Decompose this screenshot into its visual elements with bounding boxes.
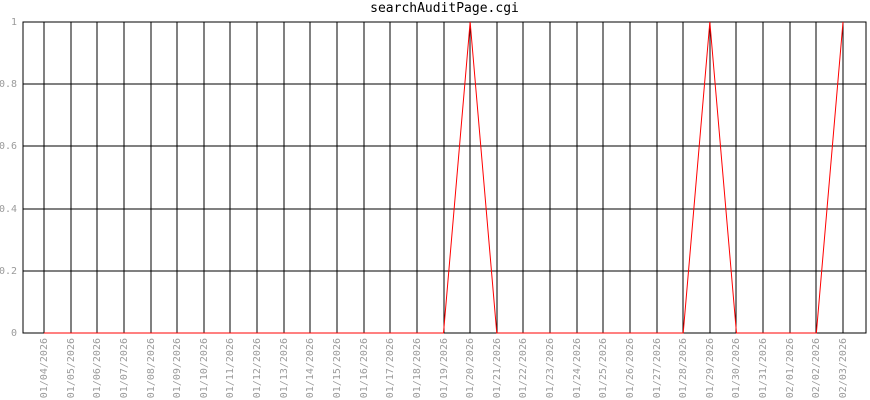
x-tick-label: 01/25/2026 (598, 338, 609, 398)
data-line (44, 21, 844, 334)
y-tick-label: 0.2 (0, 266, 17, 277)
x-tick-label: 01/19/2026 (439, 338, 450, 398)
x-tick-label: 01/22/2026 (518, 338, 529, 398)
x-tick-label: 01/23/2026 (545, 338, 556, 398)
chart-title: searchAuditPage.cgi (370, 1, 519, 16)
x-tick-label: 01/29/2026 (705, 338, 716, 398)
x-tick-label: 01/18/2026 (412, 338, 423, 398)
plot-border (22, 21, 867, 334)
x-tick-label: 01/26/2026 (625, 338, 636, 398)
x-tick-label: 01/24/2026 (572, 338, 583, 398)
x-tick-label: 02/02/2026 (811, 338, 822, 398)
x-tick-label: 01/09/2026 (172, 338, 183, 398)
x-tick-label: 01/05/2026 (66, 338, 77, 398)
x-tick-label: 01/28/2026 (678, 338, 689, 398)
x-tick-label: 01/30/2026 (731, 338, 742, 398)
x-tick-label: 01/16/2026 (359, 338, 370, 398)
x-tick-label: 02/01/2026 (785, 338, 796, 398)
y-tick-label: 0.8 (0, 79, 17, 90)
y-tick-label: 0 (11, 328, 17, 339)
x-tick-label: 01/11/2026 (225, 338, 236, 398)
x-tick-label: 02/03/2026 (838, 338, 849, 398)
x-tick-label: 01/04/2026 (39, 338, 50, 398)
x-tick-label: 01/08/2026 (146, 338, 157, 398)
x-tick-label: 01/20/2026 (465, 338, 476, 398)
x-tick-label: 01/17/2026 (385, 338, 396, 398)
y-tick-label: 1 (11, 17, 17, 28)
x-tick-label: 01/07/2026 (119, 338, 130, 398)
x-tick-label: 01/21/2026 (492, 338, 503, 398)
x-tick-label: 01/15/2026 (332, 338, 343, 398)
x-tick-label: 01/06/2026 (92, 338, 103, 398)
y-tick-label: 0.4 (0, 204, 17, 215)
x-tick-label: 01/12/2026 (252, 338, 263, 398)
x-tick-label: 01/27/2026 (652, 338, 663, 398)
x-tick-label: 01/14/2026 (305, 338, 316, 398)
x-tick-label: 01/31/2026 (758, 338, 769, 398)
x-tick-label: 01/13/2026 (279, 338, 290, 398)
x-tick-label: 01/10/2026 (199, 338, 210, 398)
y-tick-label: 0.6 (0, 141, 17, 152)
